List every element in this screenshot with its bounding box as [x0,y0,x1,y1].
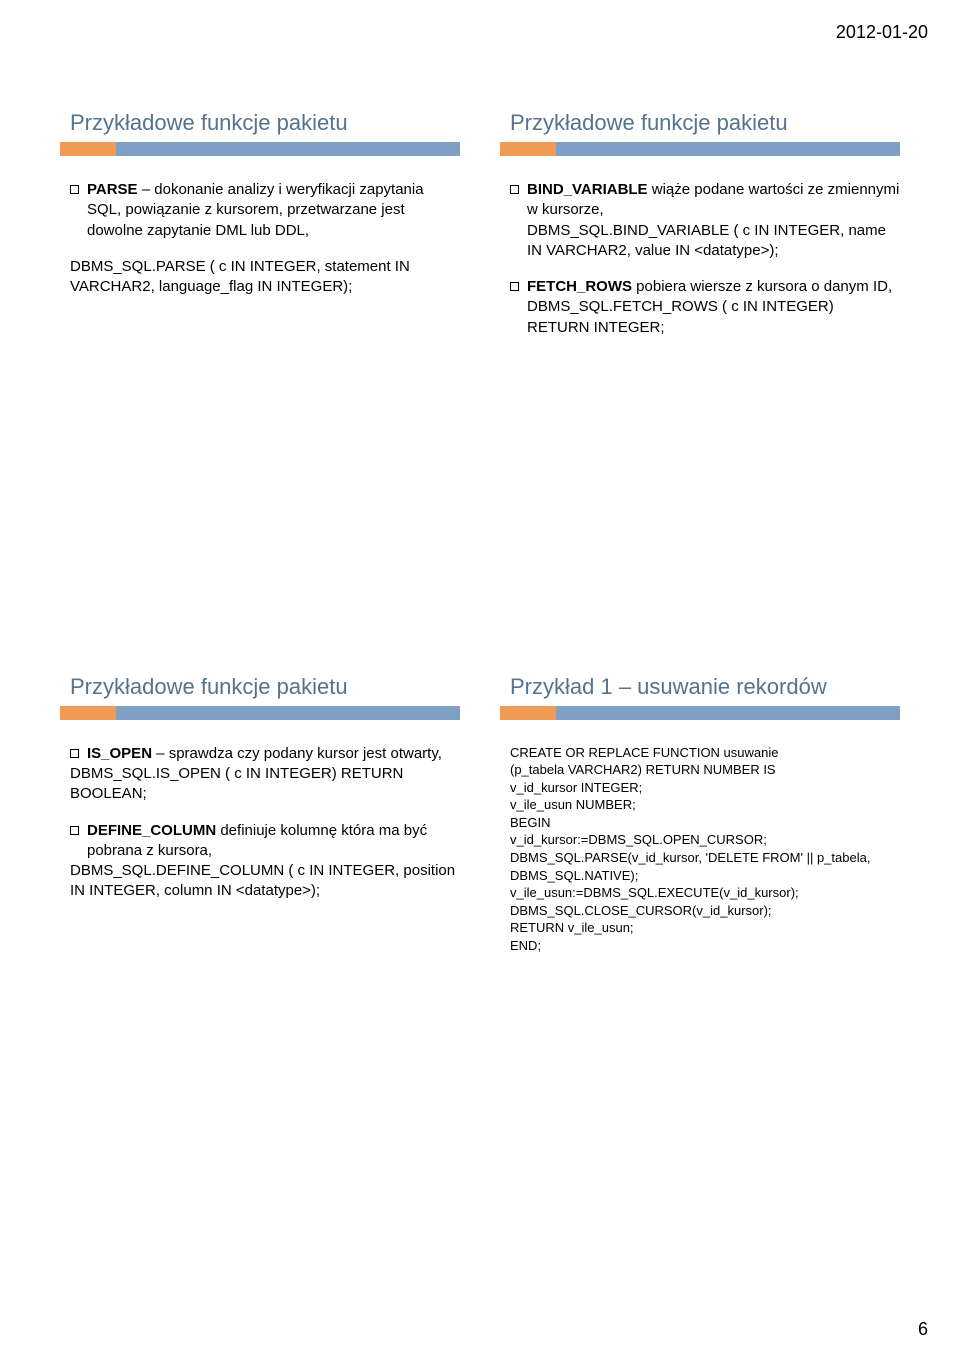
rest-text: pobiera wiersze z kursora o danym ID, [632,278,892,295]
code-body: CREATE OR REPLACE FUNCTION usuwanie (p_t… [500,744,900,955]
bold-term: FETCH_ROWS [527,278,632,295]
slide-title: Przykładowe funkcje pakietu [60,674,460,700]
bold-term: BIND_VARIABLE [527,181,648,198]
bullet-line: PARSE – dokonanie analizy i weryfikacji … [70,180,460,241]
slide-2: Przykładowe funkcje pakietu BIND_VARIABL… [500,110,900,354]
text-group: IS_OPEN – sprawdza czy podany kursor jes… [70,744,460,805]
slide-body: PARSE – dokonanie analizy i weryfikacji … [60,180,460,297]
slide-1: Przykładowe funkcje pakietu PARSE – doko… [60,110,460,354]
bold-term: DEFINE_COLUMN [87,822,216,839]
bullet-text: IS_OPEN – sprawdza czy podany kursor jes… [87,744,460,764]
bar-orange [60,142,116,156]
wrap-line: DBMS_SQL.BIND_VARIABLE ( c IN INTEGER, n… [510,221,900,262]
slide-title: Przykładowe funkcje pakietu [500,110,900,136]
slides-grid: Przykładowe funkcje pakietu PARSE – doko… [60,110,900,954]
slide-title: Przykładowe funkcje pakietu [60,110,460,136]
slide-title: Przykład 1 – usuwanie rekordów [500,674,900,700]
bullet-text: BIND_VARIABLE wiąże podane wartości ze z… [527,180,900,221]
bullet-icon [70,826,79,835]
bullet-text: DEFINE_COLUMN definiuje kolumnę która ma… [87,821,460,862]
text-group: PARSE – dokonanie analizy i weryfikacji … [70,180,460,241]
bar-orange [500,142,556,156]
bullet-text: FETCH_ROWS pobiera wiersze z kursora o d… [527,277,900,297]
slide-body: IS_OPEN – sprawdza czy podany kursor jes… [60,744,460,902]
bullet-line: FETCH_ROWS pobiera wiersze z kursora o d… [510,277,900,297]
rest-text: – sprawdza czy podany kursor jest otwart… [152,745,442,762]
title-bar [500,706,900,720]
bullet-icon [510,282,519,291]
bullet-icon [70,185,79,194]
bar-blue [556,142,900,156]
bar-blue [556,706,900,720]
slide-body: BIND_VARIABLE wiąże podane wartości ze z… [500,180,900,338]
text-group: FETCH_ROWS pobiera wiersze z kursora o d… [510,277,900,338]
plain-text: DBMS_SQL.IS_OPEN ( c IN INTEGER) RETURN … [70,764,460,805]
wrap-line: DBMS_SQL.FETCH_ROWS ( c IN INTEGER) RETU… [510,297,900,338]
bold-term: PARSE [87,181,138,198]
plain-text: DBMS_SQL.PARSE ( c IN INTEGER, statement… [70,257,460,298]
bullet-line: DEFINE_COLUMN definiuje kolumnę która ma… [70,821,460,862]
bar-orange [500,706,556,720]
title-bar [500,142,900,156]
bar-orange [60,706,116,720]
title-bar [60,142,460,156]
bold-term: IS_OPEN [87,745,152,762]
bullet-icon [510,185,519,194]
date-header: 2012-01-20 [836,22,928,43]
bar-blue [116,142,460,156]
bullet-line: IS_OPEN – sprawdza czy podany kursor jes… [70,744,460,764]
rest-text: – dokonanie analizy i weryfikacji zapyta… [87,181,424,239]
bar-blue [116,706,460,720]
bullet-text: PARSE – dokonanie analizy i weryfikacji … [87,180,460,241]
plain-text: DBMS_SQL.DEFINE_COLUMN ( c IN INTEGER, p… [70,861,460,902]
slide-4: Przykład 1 – usuwanie rekordów CREATE OR… [500,674,900,955]
page-number: 6 [918,1319,928,1340]
bullet-icon [70,749,79,758]
slide-3: Przykładowe funkcje pakietu IS_OPEN – sp… [60,674,460,955]
text-group: DEFINE_COLUMN definiuje kolumnę która ma… [70,821,460,902]
text-group: BIND_VARIABLE wiąże podane wartości ze z… [510,180,900,261]
bullet-line: BIND_VARIABLE wiąże podane wartości ze z… [510,180,900,221]
title-bar [60,706,460,720]
